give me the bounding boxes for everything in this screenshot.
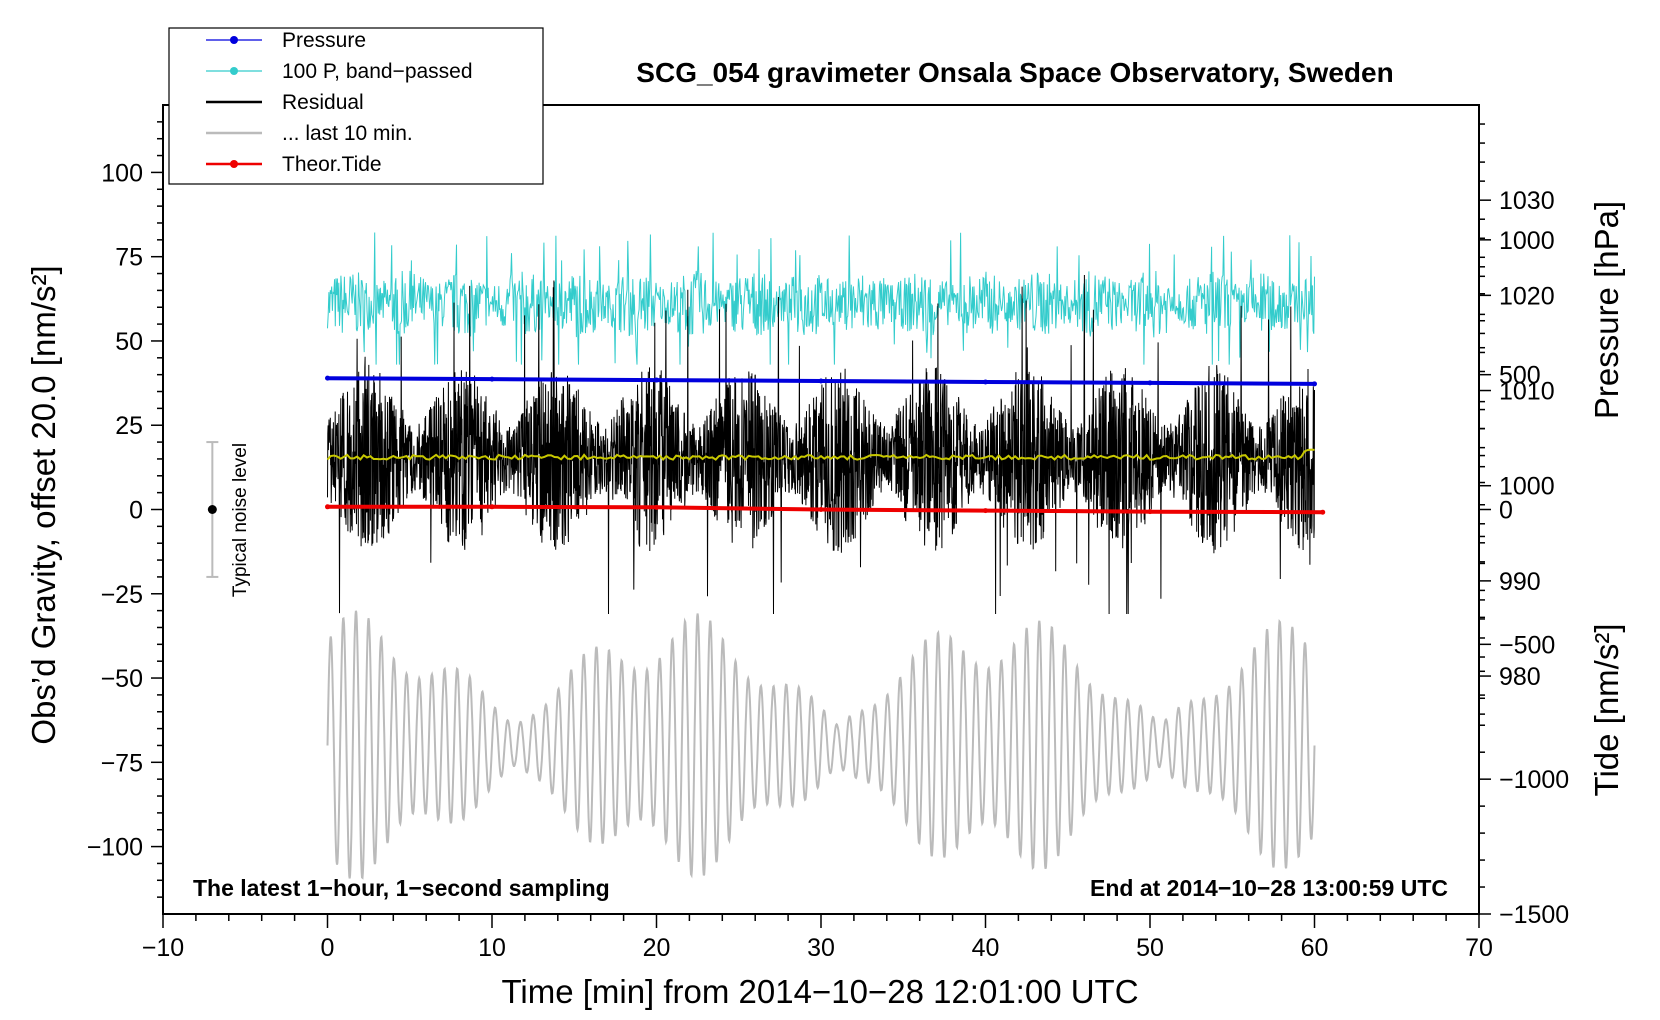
pressure-tick-label: 980 [1499,663,1541,691]
annotation-sampling: The latest 1−hour, 1−second sampling [193,875,610,901]
legend-label: ... last 10 min. [282,122,413,145]
x-tick-label: 10 [478,934,506,962]
pressure-point [1147,380,1153,386]
pressure-tick-label: 990 [1499,568,1541,596]
legend-swatch-marker [230,67,238,75]
x-tick-label: 30 [807,934,835,962]
legend: Pressure 100 P, band−passed Residual ... la… [168,27,544,185]
tide-point [1320,509,1326,515]
pressure-tick-label: 1010 [1499,378,1555,406]
pressure-tick-label: 1030 [1499,187,1555,215]
y-axis-title-tide: Tide [nm/s²] [1588,624,1625,797]
y-tick-label: 25 [115,412,143,440]
pressure-point [818,378,824,384]
x-tick-label: 50 [1136,934,1164,962]
pressure-tick-label: 1020 [1499,282,1555,310]
tide-point [489,504,495,510]
pressure-tick-label: 1000 [1499,473,1555,501]
y-tick-label: 100 [101,159,143,187]
series-residual-smoothed-line [326,448,1315,461]
y-tick-label: −50 [101,665,143,693]
noise-bar-center [207,505,217,514]
pressure-point [325,375,330,381]
y-axis-title-pressure: Pressure [hPa] [1588,201,1625,419]
x-axis-title: Time [min] from 2014−10−28 12:01:00 UTC [501,973,1138,1010]
legend-label: Residual [282,91,364,114]
tide-tick-label: −500 [1499,631,1555,659]
tide-tick-label: −1000 [1499,766,1569,794]
tide-tick-label: 500 [1499,362,1541,390]
chart-title: SCG_054 gravimeter Onsala Space Observat… [636,57,1393,88]
annotation-end-time: End at 2014−10−28 13:00:59 UTC [1090,875,1448,901]
noise-level-label: Typical noise level [230,443,251,597]
legend-label: Theor.Tide [282,153,382,176]
pressure-point [1312,381,1317,387]
tide-point [818,507,824,512]
legend-label: Pressure [282,29,366,52]
pressure-point [983,379,988,385]
x-tick-label: 60 [1301,934,1329,962]
series-last-10-min-line [326,610,1316,880]
x-tick-label: 0 [321,934,335,962]
tide-tick-label: 1000 [1499,227,1555,255]
y-axis-title-gravity: Obs’d Gravity, offset 20.0 [nm/s²] [25,265,62,744]
y-tick-label: 0 [129,497,143,525]
tide-point [654,504,659,510]
tide-tick-label: −1500 [1499,901,1569,929]
y-tick-label: −100 [87,834,143,862]
x-tick-label: 40 [972,934,1000,962]
pressure-point [654,377,659,383]
tide-point [983,508,988,514]
pressure-point [489,376,495,382]
tide-point [1147,509,1153,515]
legend-box [168,27,544,185]
x-tick-label: 20 [643,934,671,962]
series-layer [206,232,1326,880]
legend-swatch-marker [230,160,238,168]
y-tick-label: −75 [101,749,143,777]
axes-layer: −10 0 10 20 30 40 50 60 701007550250−25−50−75−10… [87,121,1569,962]
series-residual-line [327,274,1315,615]
x-tick-label: 70 [1465,934,1493,962]
tide-tick-label: 0 [1499,497,1513,525]
x-tick-label: −10 [142,934,184,962]
tide-point [325,504,330,510]
legend-swatch-marker [230,36,238,44]
y-tick-label: 50 [115,328,143,356]
legend-label: 100 P, band−passed [282,60,473,83]
y-tick-label: 75 [115,244,143,272]
series-bandpassed-pressure-line [327,232,1315,365]
y-tick-label: −25 [101,581,143,609]
